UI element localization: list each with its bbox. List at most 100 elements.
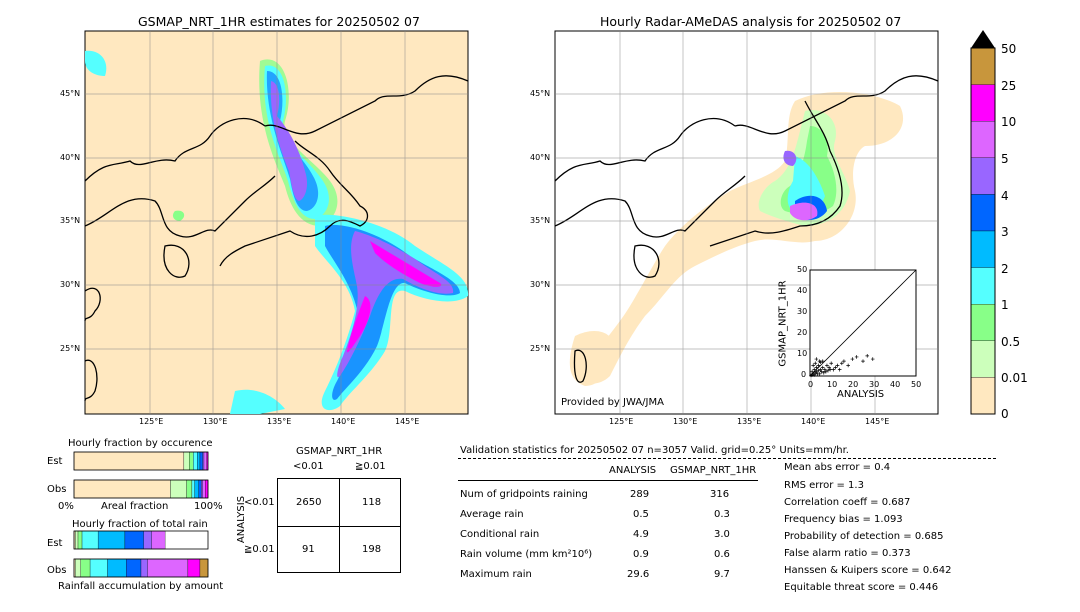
total-rain-bars xyxy=(73,530,209,578)
stacked-segment-obs xyxy=(140,558,148,578)
stacked-segment-obs xyxy=(73,479,171,499)
occurrence-cat-obs: Obs xyxy=(47,484,67,495)
stacked-segment-est xyxy=(124,530,144,550)
colorbar-swatch xyxy=(970,377,996,415)
total-rain-cat-obs: Obs xyxy=(47,565,67,576)
contingency-cell-01: 118 xyxy=(362,497,382,508)
stats-row-analysis: 4.9 xyxy=(633,529,649,540)
scatter-point xyxy=(810,369,814,374)
stacked-segment-obs xyxy=(107,558,127,578)
stats-row-label: Maximum rain xyxy=(460,569,532,580)
scatter-xtick-4: 40 xyxy=(890,380,901,389)
contingency-cell-00: 2650 xyxy=(296,497,322,508)
scatter-point xyxy=(837,367,842,372)
contingency-cell-11: 198 xyxy=(362,544,382,555)
scatter-xtick-0: 0 xyxy=(808,380,814,389)
stats-col-gsmap: GSMAP_NRT_1HR xyxy=(670,465,757,476)
stats-row-gsmap: 0.3 xyxy=(714,509,730,520)
scatter-point xyxy=(816,363,821,368)
scatter-point xyxy=(817,359,822,363)
stacked-segment-obs xyxy=(205,479,209,499)
colorbar-label-10: 0 xyxy=(1001,407,1009,421)
colorbar-label-2: 10 xyxy=(1001,115,1017,129)
stats-row-analysis: 289 xyxy=(630,489,650,500)
scatter-point xyxy=(813,361,818,366)
scatter-point xyxy=(823,367,827,372)
stacked-segment-est xyxy=(73,451,185,471)
stacked-bar-frame xyxy=(73,451,209,471)
occurrence-xlabel: Areal fraction xyxy=(101,501,169,512)
scatter-point xyxy=(820,365,825,370)
scatter-xtick-1: 10 xyxy=(827,380,838,389)
colorbar-label-6: 2 xyxy=(1001,262,1009,276)
stats-score: Hanssen & Kuipers score = 0.642 xyxy=(784,565,952,576)
left-lon-tick-3: 140°E xyxy=(331,417,356,426)
occurrence-bars xyxy=(73,451,209,499)
colorbar-swatch xyxy=(970,157,996,195)
right-map xyxy=(554,30,939,415)
scatter-plot xyxy=(809,269,917,378)
scatter-xtick-2: 20 xyxy=(848,380,859,389)
scatter-point xyxy=(865,354,870,358)
scatter-point xyxy=(833,365,838,370)
scatter-xtick-3: 30 xyxy=(869,380,880,389)
stacked-segment-obs xyxy=(202,479,206,499)
stats-header: Validation statistics for 20250502 07 n=… xyxy=(460,445,849,456)
scatter-point xyxy=(811,363,815,368)
scatter-point xyxy=(861,359,865,363)
stacked-segment-est xyxy=(197,451,201,471)
scatter-ytick-4: 40 xyxy=(797,286,808,295)
contingency-col-0: <0.01 xyxy=(293,461,324,472)
scatter-point xyxy=(818,367,823,372)
stats-row-analysis: 0.9 xyxy=(633,549,649,560)
stacked-segment-est xyxy=(203,451,207,471)
total-rain-title: Hourly fraction of total rain xyxy=(72,519,208,530)
colorbar xyxy=(970,30,996,415)
left-lat-tick-3: 30°N xyxy=(60,280,81,289)
stats-score: Probability of detection = 0.685 xyxy=(784,531,944,542)
scatter-point xyxy=(826,368,830,373)
scatter-ytick-5: 50 xyxy=(797,265,808,274)
scatter-ytick-0: 0 xyxy=(801,370,807,379)
stats-score: Mean abs error = 0.4 xyxy=(784,462,891,473)
occurrence-xtick-right: 100% xyxy=(194,501,223,512)
left-lat-tick-1: 40°N xyxy=(60,153,81,162)
right-lon-tick-3: 140°E xyxy=(801,417,826,426)
stacked-segment-obs xyxy=(187,558,201,578)
left-coastline xyxy=(84,75,469,402)
stacked-segment-est xyxy=(81,530,99,550)
stacked-segment-est xyxy=(151,530,166,550)
scatter-point xyxy=(812,373,817,377)
stats-row-label: Conditional rain xyxy=(460,529,540,540)
stats-col-rule xyxy=(458,480,758,481)
colorbar-label-7: 1 xyxy=(1001,298,1009,312)
stats-row-label: Rain volume (mm km²10⁶) xyxy=(460,549,593,560)
stacked-segment-obs xyxy=(198,479,202,499)
contingency-row-0: <0.01 xyxy=(244,497,275,508)
scatter-point xyxy=(819,369,824,374)
stats-score: RMS error = 1.3 xyxy=(784,480,864,491)
left-lon-tick-0: 125°E xyxy=(139,417,164,426)
colorbar-swatch xyxy=(970,84,996,122)
right-lon-tick-2: 135°E xyxy=(737,417,762,426)
left-gridlines xyxy=(85,31,468,414)
stacked-segment-est xyxy=(183,451,190,471)
stats-row-gsmap: 0.6 xyxy=(714,549,730,560)
stacked-segment-obs xyxy=(75,558,81,578)
scatter-point xyxy=(812,367,817,372)
right-lon-tick-4: 145°E xyxy=(865,417,890,426)
colorbar-swatch xyxy=(970,121,996,158)
scatter-point xyxy=(840,361,844,366)
scatter-point xyxy=(846,363,850,368)
scatter-point xyxy=(828,367,832,372)
scatter-point xyxy=(825,363,829,368)
contingency-title: GSMAP_NRT_1HR xyxy=(296,446,383,457)
scatter-ylabel: GSMAP_NRT_1HR xyxy=(777,280,789,367)
stacked-segment-obs xyxy=(89,558,108,578)
right-lat-tick-2: 35°N xyxy=(530,216,551,225)
scatter-point xyxy=(831,367,836,372)
stacked-segment-obs xyxy=(147,558,189,578)
stacked-segment-est xyxy=(199,451,203,471)
stacked-segment-est xyxy=(193,451,198,471)
colorbar-swatch xyxy=(970,47,996,85)
